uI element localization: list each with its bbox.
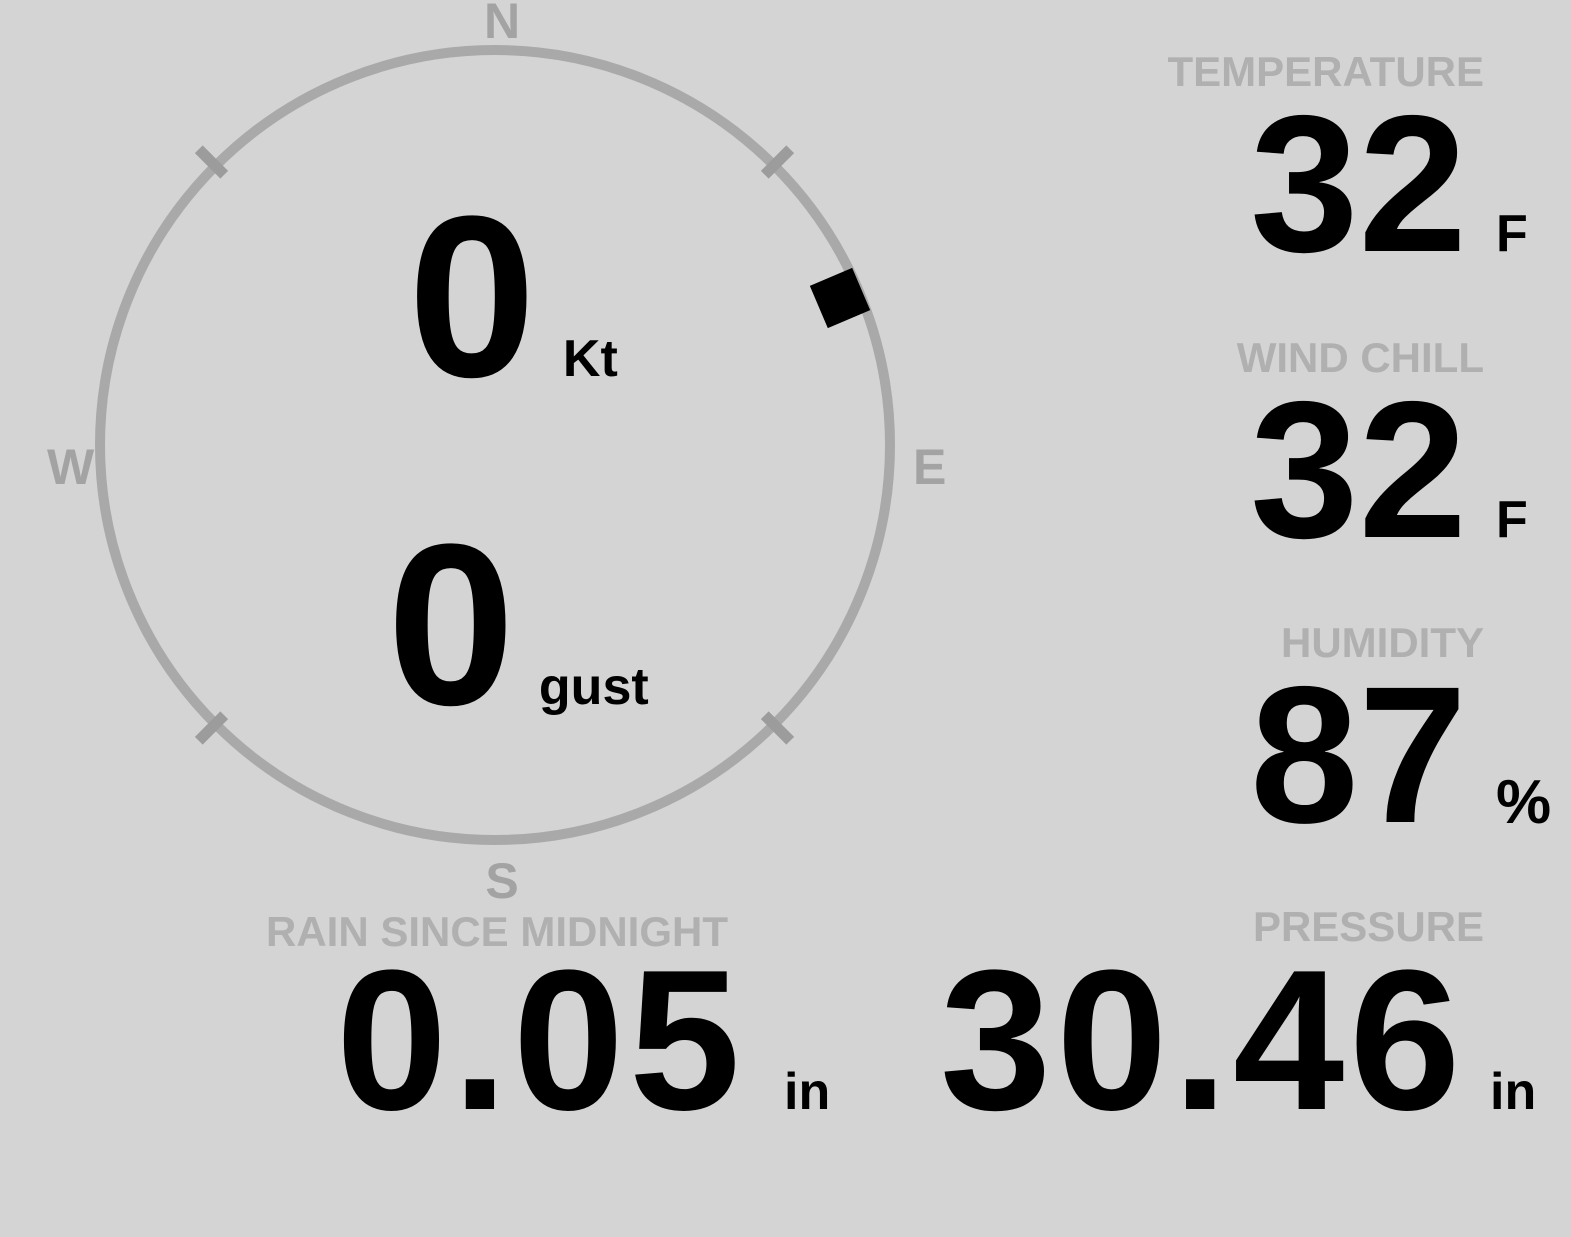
wind-gust-readout: 0 gust bbox=[387, 510, 649, 740]
humidity-value: 87 bbox=[1250, 646, 1467, 864]
wind-gust-value: 0 bbox=[387, 496, 515, 753]
wind-speed-value: 0 bbox=[408, 168, 536, 425]
cardinal-east-label: E bbox=[913, 439, 947, 495]
temperature-label: TEMPERATURE bbox=[1167, 48, 1484, 95]
pressure-label: PRESSURE bbox=[1252, 903, 1484, 950]
rain-label: RAIN SINCE MIDNIGHT bbox=[266, 908, 728, 955]
cardinal-north-label: N bbox=[483, 0, 521, 49]
humidity-unit: % bbox=[1496, 768, 1552, 837]
temperature-value: 32 bbox=[1250, 75, 1467, 293]
wind-chill-unit: F bbox=[1496, 491, 1528, 549]
wind-chill-label: WIND CHILL bbox=[1236, 334, 1484, 381]
cardinal-west-label: W bbox=[47, 439, 95, 495]
wind-gust-unit: gust bbox=[538, 658, 649, 716]
wind-speed-readout: 0 Kt bbox=[408, 182, 618, 412]
rain-unit: in bbox=[784, 1063, 831, 1121]
pressure-unit: in bbox=[1490, 1063, 1537, 1121]
compass-ring bbox=[95, 45, 895, 845]
humidity-label: HUMIDITY bbox=[1281, 619, 1484, 666]
temperature-unit: F bbox=[1496, 205, 1528, 263]
rain-value: 0.05 bbox=[336, 929, 746, 1152]
pressure-value: 30.46 bbox=[940, 929, 1466, 1152]
wind-speed-unit: Kt bbox=[562, 330, 618, 388]
wind-chill-value: 32 bbox=[1250, 361, 1467, 579]
cardinal-south-label: S bbox=[485, 853, 519, 909]
